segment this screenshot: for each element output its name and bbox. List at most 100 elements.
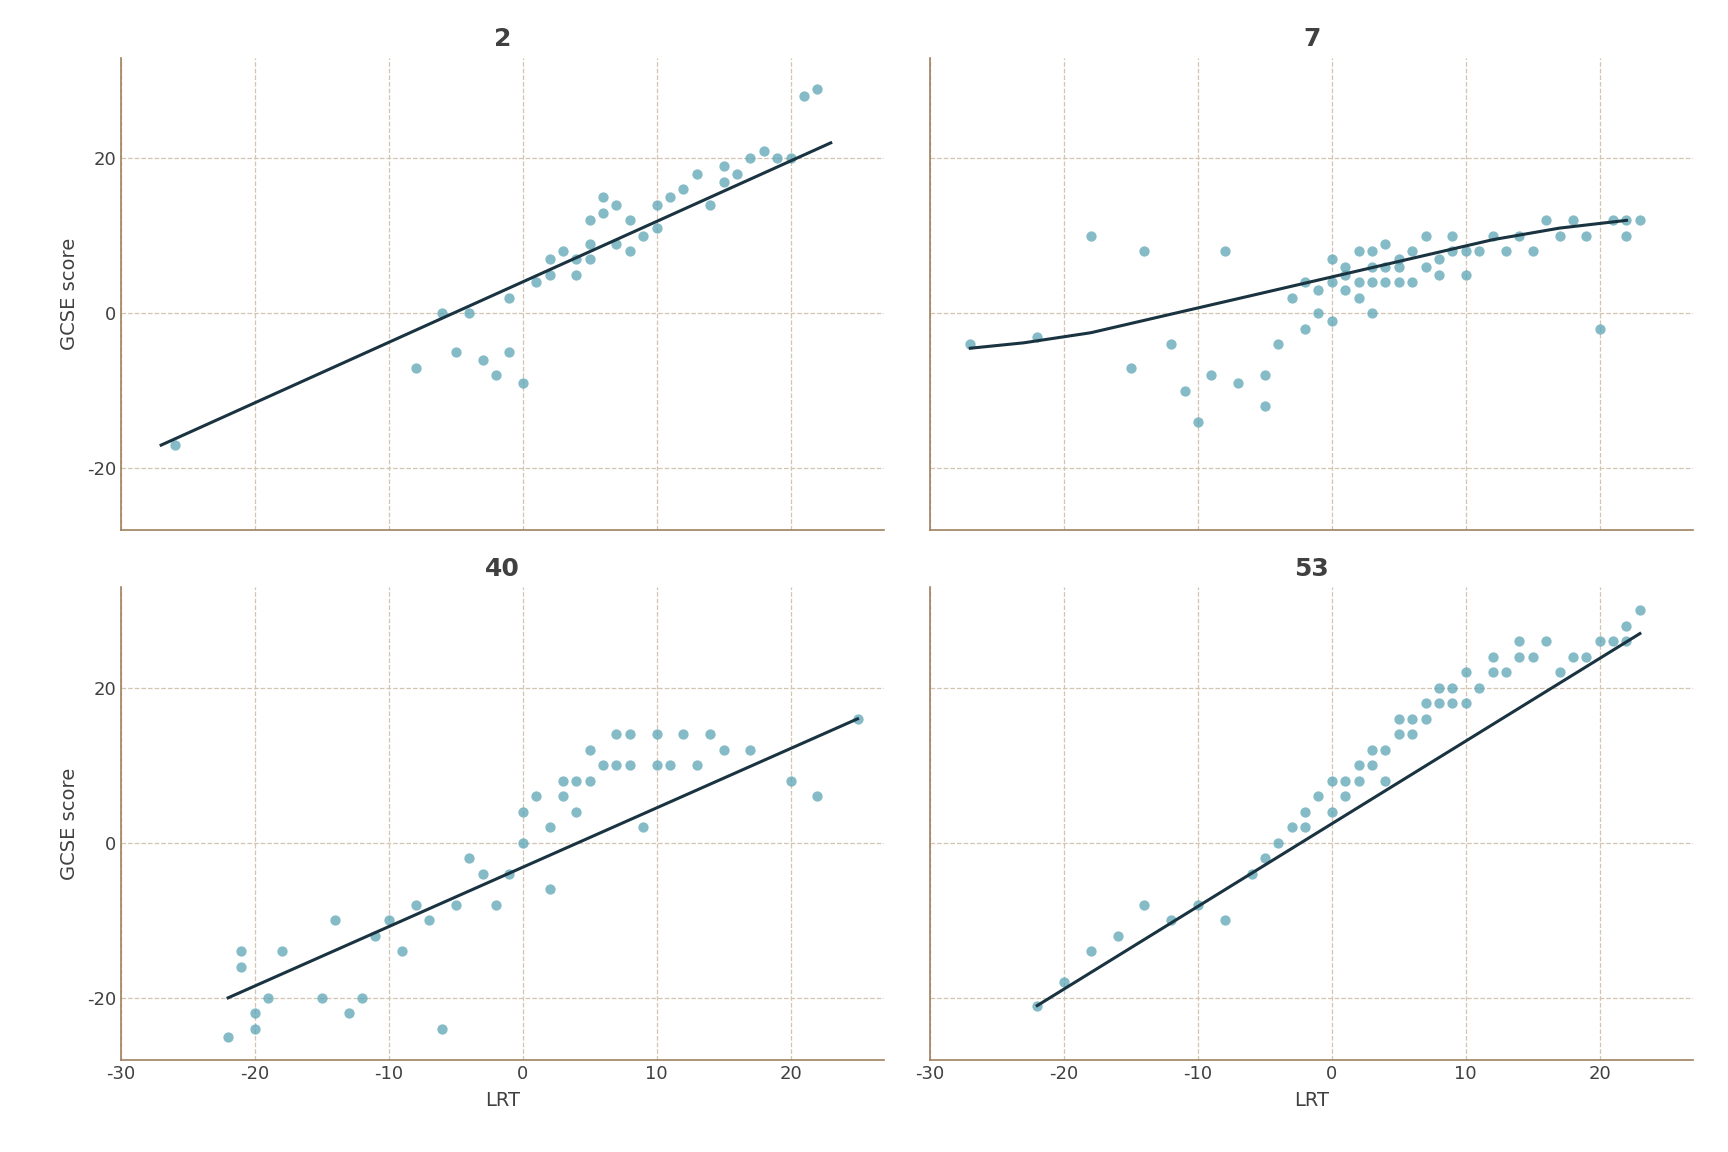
Point [1612, 632, 1640, 651]
Point [240, 1005, 268, 1023]
Point [1452, 265, 1479, 283]
Point [1225, 374, 1253, 393]
Point [1398, 710, 1426, 728]
Point [629, 227, 657, 245]
Point [1372, 273, 1400, 291]
Point [1332, 258, 1360, 276]
Point [1318, 312, 1346, 331]
Point [1344, 242, 1372, 260]
Point [1358, 304, 1386, 323]
Point [308, 988, 335, 1007]
Point [1104, 926, 1132, 945]
Point [1586, 319, 1614, 338]
Point [1372, 234, 1400, 252]
Point [1612, 227, 1640, 245]
Point [268, 942, 295, 961]
Point [468, 865, 496, 884]
Point [683, 756, 710, 774]
Point [1386, 258, 1414, 276]
Point [1493, 664, 1521, 682]
Point [1386, 273, 1414, 291]
Point [1426, 679, 1453, 697]
Point [508, 374, 536, 393]
Point [429, 304, 456, 323]
Point [1372, 741, 1400, 759]
Point [1318, 273, 1346, 291]
Point [1344, 273, 1372, 291]
Point [643, 196, 670, 214]
Point [804, 79, 831, 98]
Point [1358, 273, 1386, 291]
Point [804, 787, 831, 805]
Point [1426, 265, 1453, 283]
Point [1612, 616, 1640, 635]
Point [1426, 695, 1453, 713]
Point [736, 741, 764, 759]
Point [550, 242, 577, 260]
Point [508, 803, 536, 821]
Point [1479, 227, 1507, 245]
Point [1291, 273, 1318, 291]
Point [1533, 632, 1560, 651]
Point [1479, 647, 1507, 666]
Point [1398, 242, 1426, 260]
Point [1412, 695, 1439, 713]
X-axis label: LRT: LRT [1294, 1091, 1329, 1111]
Point [629, 818, 657, 836]
Point [1519, 242, 1547, 260]
Point [1358, 741, 1386, 759]
Point [550, 787, 577, 805]
X-axis label: LRT: LRT [486, 1091, 520, 1111]
Point [1265, 335, 1293, 354]
Point [1211, 911, 1239, 930]
Point [615, 725, 643, 743]
Point [603, 725, 631, 743]
Point [1332, 787, 1360, 805]
Point [347, 988, 375, 1007]
Point [696, 725, 724, 743]
Point [957, 335, 985, 354]
Point [1158, 335, 1185, 354]
Point [1305, 787, 1332, 805]
Point [228, 942, 256, 961]
Point [1305, 304, 1332, 323]
Point [482, 895, 510, 914]
Point [603, 756, 631, 774]
Point [736, 149, 764, 167]
Point [1412, 227, 1439, 245]
Point [1533, 211, 1560, 229]
Point [575, 772, 603, 790]
Point [389, 942, 416, 961]
Y-axis label: GCSE score: GCSE score [59, 767, 78, 880]
Point [161, 435, 188, 454]
Point [1372, 772, 1400, 790]
Point [562, 265, 589, 283]
Point [1023, 327, 1051, 346]
Point [1439, 227, 1467, 245]
Point [1412, 710, 1439, 728]
Point [562, 772, 589, 790]
Point [401, 895, 429, 914]
Point [722, 165, 750, 183]
Point [496, 343, 524, 362]
Point [1386, 710, 1414, 728]
Point [575, 234, 603, 252]
Point [1439, 695, 1467, 713]
Point [1332, 281, 1360, 300]
Point [1291, 319, 1318, 338]
Point [550, 772, 577, 790]
Point [562, 803, 589, 821]
Point [1130, 895, 1158, 914]
Point [589, 756, 617, 774]
Point [1251, 849, 1279, 867]
Point [1372, 258, 1400, 276]
Point [522, 273, 550, 291]
Point [1547, 227, 1574, 245]
Point [1318, 772, 1346, 790]
Point [1439, 242, 1467, 260]
Point [536, 250, 563, 268]
Point [1600, 211, 1628, 229]
Point [1077, 942, 1104, 961]
Point [375, 911, 403, 930]
Point [508, 834, 536, 852]
